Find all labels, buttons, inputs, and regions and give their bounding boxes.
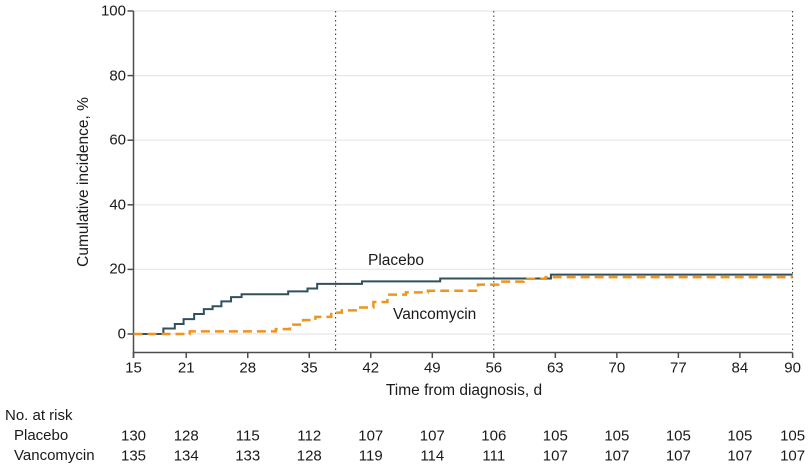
at-risk-header: No. at risk	[5, 407, 73, 424]
series-label-vancomycin: Vancomycin	[393, 306, 477, 323]
at-risk-placebo-day-70: 105	[604, 427, 630, 444]
at-risk-row-label-vancomycin: Vancomycin	[14, 447, 95, 464]
y-tick-label-20: 20	[109, 260, 126, 278]
x-tick-label-15: 15	[125, 359, 142, 377]
at-risk-placebo-day-63: 105	[542, 427, 568, 444]
y-tick-label-40: 40	[109, 196, 126, 214]
placebo-curve	[133, 273, 793, 335]
x-tick-label-49: 49	[423, 359, 441, 377]
at-risk-vancomycin-day-70: 107	[604, 447, 630, 464]
x-tick-label-56: 56	[485, 359, 503, 377]
series-label-placebo: Placebo	[368, 252, 425, 269]
at-risk-vancomycin-day-56: 111	[482, 447, 506, 464]
at-risk-vancomycin-day-63: 107	[542, 447, 568, 464]
at-risk-row-label-placebo: Placebo	[14, 427, 69, 444]
y-tick-label-60: 60	[109, 131, 126, 149]
at-risk-placebo-day-77: 105	[665, 427, 691, 444]
at-risk-placebo-day-56: 106	[481, 427, 507, 444]
at-risk-placebo-day-42: 107	[358, 427, 384, 444]
y-tick-label-0: 0	[117, 325, 126, 343]
at-risk-vancomycin-day-28: 133	[235, 447, 261, 464]
at-risk-vancomycin-day-21: 134	[173, 447, 199, 464]
at-risk-placebo-day-90: 105	[780, 427, 806, 444]
x-tick-label-84: 84	[731, 359, 749, 377]
at-risk-placebo-day-21: 128	[173, 427, 199, 444]
x-tick-label-77: 77	[670, 359, 687, 377]
at-risk-vancomycin-day-49: 114	[420, 447, 445, 464]
at-risk-vancomycin-day-15: 135	[120, 447, 147, 464]
at-risk-placebo-day-28: 115	[235, 427, 260, 444]
y-axis-title: Cumulative incidence, %	[75, 97, 92, 267]
x-axis-title: Time from diagnosis, d	[385, 382, 543, 399]
x-tick-label-35: 35	[300, 359, 318, 377]
at-risk-placebo-day-49: 107	[419, 427, 445, 444]
at-risk-vancomycin-day-84: 107	[727, 447, 753, 464]
x-tick-label-63: 63	[546, 359, 564, 377]
at-risk-vancomycin-day-90: 107	[780, 447, 806, 464]
x-tick-label-90: 90	[784, 359, 801, 377]
at-risk-placebo-day-84: 105	[727, 427, 753, 444]
at-risk-vancomycin-day-77: 107	[665, 447, 691, 464]
x-tick-label-28: 28	[239, 359, 257, 377]
at-risk-vancomycin-day-35: 128	[296, 447, 322, 464]
at-risk-vancomycin-day-42: 119	[358, 447, 383, 464]
y-tick-label-100: 100	[100, 2, 126, 20]
at-risk-placebo-day-35: 112	[297, 427, 322, 444]
y-tick-label-80: 80	[109, 67, 126, 85]
x-tick-label-42: 42	[362, 359, 380, 377]
at-risk-placebo-day-15: 130	[120, 427, 147, 444]
x-tick-label-21: 21	[177, 359, 195, 377]
x-tick-label-70: 70	[608, 359, 626, 377]
vancomycin-curve	[133, 275, 793, 336]
